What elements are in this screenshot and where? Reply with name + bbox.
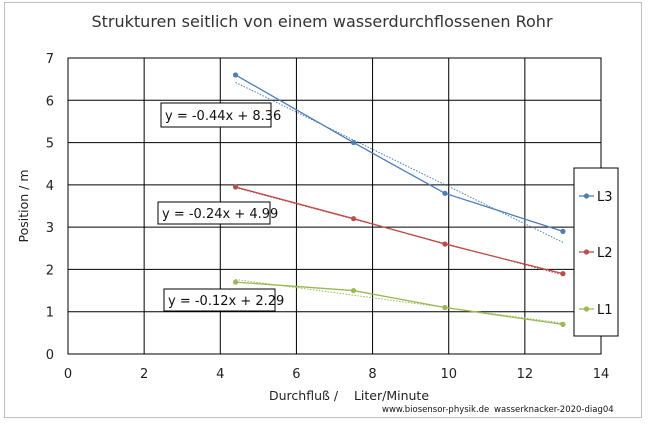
y-axis-label: Position / m bbox=[16, 169, 31, 242]
data-point-l1 bbox=[560, 321, 566, 327]
y-tick-label: 6 bbox=[46, 94, 54, 109]
x-tick-label: 12 bbox=[517, 367, 534, 382]
x-axis-label: Durchfluß / Liter/Minute bbox=[269, 388, 429, 403]
data-point-l2 bbox=[350, 216, 357, 222]
equation-box-l1 bbox=[163, 288, 276, 312]
x-tick-label: 14 bbox=[593, 367, 610, 382]
y-tick-label: 3 bbox=[46, 221, 54, 236]
y-tick-labels: 0 1 2 3 4 5 6 7 bbox=[46, 52, 54, 363]
credit-website: www.biosensor-physik.de bbox=[382, 405, 489, 415]
data-point-l2 bbox=[442, 241, 448, 247]
data-point-l2 bbox=[560, 271, 566, 277]
equation-box-l3 bbox=[160, 102, 272, 128]
y-tick-label: 2 bbox=[46, 263, 54, 278]
series-line-l3 bbox=[235, 74, 564, 232]
y-tick-label: 5 bbox=[46, 137, 54, 152]
data-point-l3 bbox=[560, 228, 566, 234]
chart-frame bbox=[4, 2, 642, 418]
x-tick-labels: 0 2 4 6 8 10 12 14 bbox=[64, 367, 609, 382]
y-tick-label: 1 bbox=[46, 306, 54, 321]
plot-area bbox=[67, 57, 602, 355]
data-point-l1 bbox=[232, 279, 239, 285]
credit-diagram-id: wasserknacker-2020-diag04 bbox=[494, 405, 614, 415]
equation-box-l2 bbox=[157, 201, 271, 225]
legend-label-l3: L3 bbox=[597, 190, 613, 205]
legend-label-l2: L2 bbox=[597, 246, 613, 261]
equation-label-l2: y = -0.24x + 4.99 bbox=[162, 207, 278, 222]
equation-label-l1: y = -0.12x + 2.29 bbox=[168, 294, 284, 309]
data-point-l2 bbox=[232, 184, 239, 190]
trendlines bbox=[235, 81, 564, 324]
trendline-l1 bbox=[235, 278, 563, 324]
x-tick-label: 6 bbox=[292, 367, 300, 382]
series-line-l1 bbox=[235, 281, 564, 326]
legend-marker-l1 bbox=[583, 306, 590, 312]
chart-title: Strukturen seitlich von einem wasserdurc… bbox=[91, 12, 552, 31]
grid bbox=[67, 57, 602, 355]
data-point-l3 bbox=[350, 139, 357, 146]
trendline-l3 bbox=[235, 81, 564, 243]
legend-label-l1: L1 bbox=[597, 303, 613, 318]
legend-marker-l2 bbox=[583, 249, 590, 255]
series-lines bbox=[232, 72, 566, 327]
x-tick-label: 2 bbox=[140, 367, 148, 382]
x-tick-label: 8 bbox=[368, 367, 376, 382]
y-tick-label: 0 bbox=[46, 348, 54, 363]
data-point-l3 bbox=[232, 72, 239, 78]
y-tick-label: 7 bbox=[46, 52, 54, 67]
data-point-l1 bbox=[442, 304, 448, 311]
x-tick-label: 4 bbox=[216, 367, 224, 382]
x-tick-label: 10 bbox=[440, 367, 457, 382]
data-point-l3 bbox=[442, 190, 448, 196]
equation-label-l3: y = -0.44x + 8.36 bbox=[165, 109, 281, 124]
x-tick-label: 0 bbox=[64, 367, 72, 382]
y-tick-label: 4 bbox=[46, 179, 54, 194]
equation-labels: y = -0.44x + 8.36 y = -0.24x + 4.99 y = -0… bbox=[157, 102, 284, 312]
series-line-l2 bbox=[235, 186, 564, 275]
legend-marker-l3 bbox=[583, 193, 590, 199]
data-point-l1 bbox=[350, 287, 357, 294]
legend: L3 L2 L1 bbox=[573, 167, 619, 337]
